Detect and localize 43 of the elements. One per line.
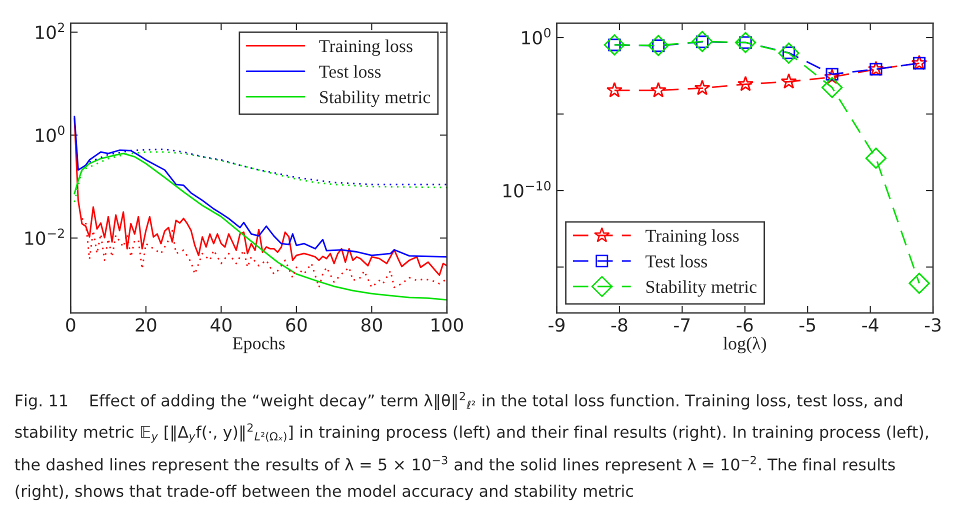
x-tick-label: 60	[286, 318, 307, 332]
x-tick-label: -9	[548, 318, 564, 332]
y-tick-label: 10$^{0}$	[36, 126, 64, 142]
y-tick-label: 10$^{−2}$	[25, 228, 64, 246]
point	[821, 76, 843, 98]
point	[606, 82, 622, 98]
point	[908, 272, 930, 294]
legend-label: Test loss	[319, 65, 381, 78]
x-tick-label: 0	[66, 318, 76, 332]
point	[692, 30, 713, 52]
point	[650, 82, 666, 98]
point	[778, 42, 800, 64]
legend-label: Stability metric	[320, 90, 430, 108]
y-tick-label: 10$^{2}$	[36, 22, 64, 40]
x-tick-label: 80	[361, 318, 382, 332]
x-tick-label: -5	[799, 318, 816, 332]
legend-label: Test loss	[646, 254, 708, 268]
y-tick-label: 10$^{−10}$	[504, 180, 551, 198]
x-tick-label: -6	[736, 318, 753, 332]
x-tick-label: -3	[924, 318, 941, 332]
x-tick-label: -8	[611, 318, 628, 332]
text: Fig. 11 Effect of adding the “weight decay” term λ‖θ‖$^{2}$$_{ℓ²}$ in the total loss function. Training loss, test loss, and stability metric 𝔼$_{y}$ [‖Δ$_{y}$f(·, y)‖$^{2}$$_{L²(Ωₓ)}$] in training process (left) and their final results (right). In training process (left), the dashed lines represent the results of λ = 5 × 10$^{−3}$ and the solid lines represent λ = 10$^{−2}$. The final results (right), shows that trade-off between the model accuracy and stability metric	[14, 392, 928, 500]
x-tick-label: 100	[432, 318, 463, 332]
x-axis-title: log(λ)	[723, 336, 766, 354]
legend-label: Training loss	[646, 229, 739, 246]
point	[604, 34, 626, 56]
point	[648, 34, 669, 56]
line-series	[74, 152, 447, 301]
point	[824, 68, 840, 84]
point	[738, 76, 754, 92]
point	[694, 80, 710, 96]
x-axis-title: Epochs	[232, 336, 285, 354]
x-tick-label: 40	[210, 318, 232, 332]
point	[780, 73, 797, 89]
legend-label: Training loss	[319, 40, 412, 56]
point	[826, 68, 838, 81]
legend-label: Stability metric	[646, 280, 757, 297]
y-tick-label: 10$^{0}$	[522, 28, 550, 44]
point	[734, 32, 756, 54]
point	[865, 148, 887, 169]
x-tick-label: -7	[674, 318, 690, 332]
x-tick-label: 20	[136, 318, 156, 332]
x-tick-label: -4	[862, 318, 878, 332]
